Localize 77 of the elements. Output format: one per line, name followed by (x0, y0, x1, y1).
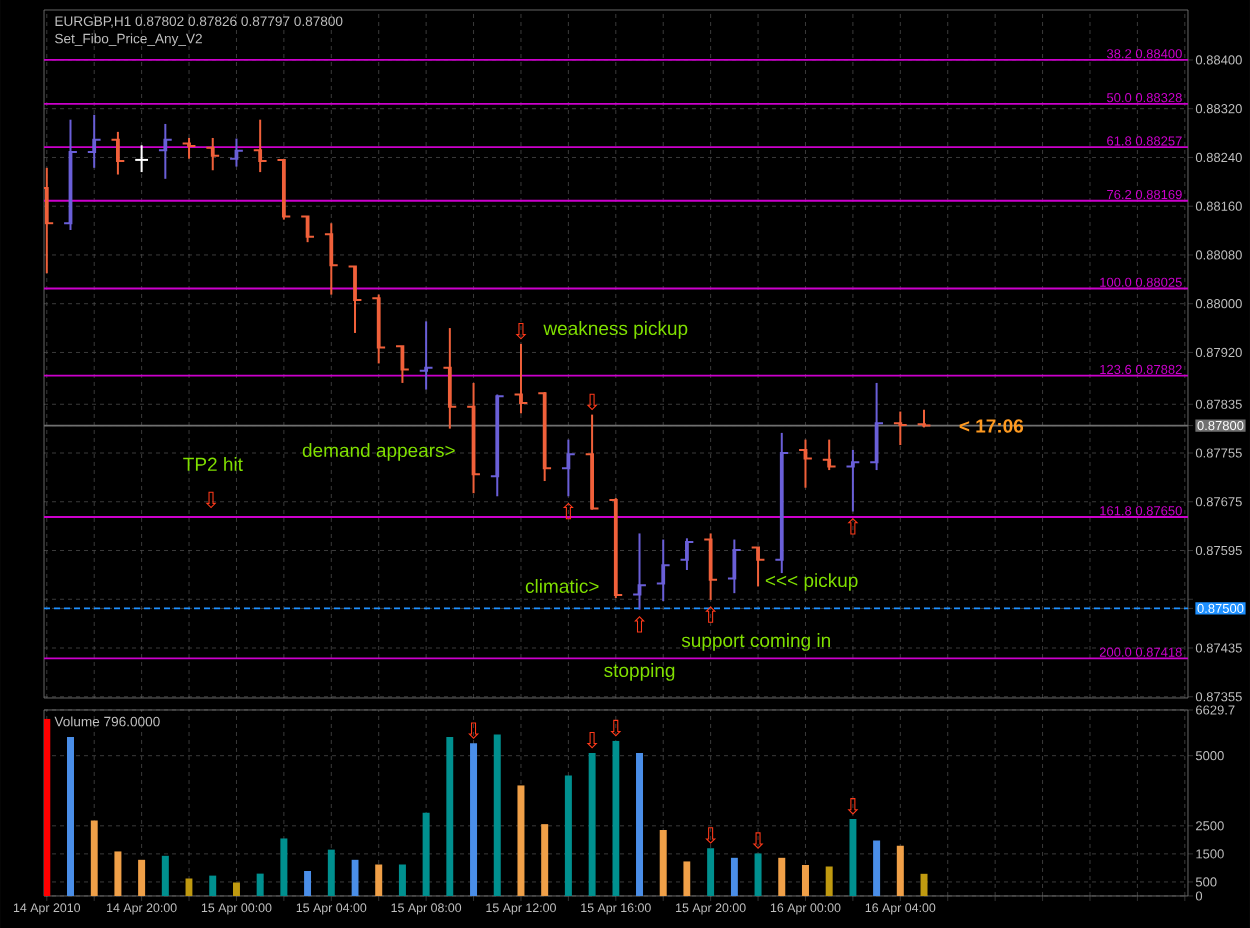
candlestick (870, 381, 883, 472)
bar (138, 859, 146, 896)
annotation: climatic> (525, 578, 599, 593)
bar (896, 845, 904, 896)
annotation: support coming in (681, 633, 830, 651)
bar (493, 734, 501, 896)
annotation: ⇧ (634, 616, 645, 633)
bar (398, 864, 406, 896)
candlestick (87, 113, 101, 169)
bar (564, 775, 572, 896)
annotation: demand appears> (302, 443, 455, 461)
bar (209, 875, 217, 896)
annotation: ⇩ (586, 731, 598, 749)
bar (517, 785, 525, 896)
candlestick (751, 546, 765, 588)
bar (588, 752, 596, 896)
candlestick (182, 136, 196, 160)
annotation: <<< pickup (765, 573, 858, 591)
candlestick (253, 118, 267, 174)
bar (730, 857, 738, 896)
bar (825, 866, 833, 896)
annotation: weakness pickup (543, 321, 688, 339)
annotation: ⇧ (847, 517, 859, 535)
annotation: ⇩ (847, 798, 859, 815)
annotation: ⇩ (515, 322, 527, 340)
candlestick (727, 538, 741, 595)
annotation: ⇧ (562, 502, 574, 520)
candlestick (822, 438, 836, 472)
candlestick (656, 538, 670, 603)
bar (66, 736, 74, 896)
bar (256, 873, 264, 896)
bar (90, 820, 98, 896)
annotation: ⇧ (705, 606, 717, 623)
bar (422, 812, 430, 896)
bar (683, 861, 691, 896)
bar (541, 824, 549, 896)
bar (801, 865, 809, 896)
bar (375, 864, 383, 896)
bar (659, 830, 667, 896)
bar (636, 752, 644, 896)
candlestick (893, 410, 907, 447)
annotation: < 17:06 (959, 419, 1024, 433)
candlestick (158, 122, 172, 180)
candlestick (443, 327, 457, 430)
bar (873, 840, 881, 896)
bar (920, 873, 928, 896)
annotation: ⇩ (205, 491, 217, 509)
candlestick (561, 438, 575, 498)
annotation: ⇩ (752, 832, 764, 849)
candlestick (514, 342, 528, 415)
candlestick (324, 222, 338, 296)
bar (161, 855, 169, 896)
annotation: TP2 hit (183, 457, 243, 471)
bar (707, 848, 715, 896)
annotation: ⇩ (468, 722, 480, 739)
candlestick (704, 532, 718, 601)
candlestick (206, 136, 220, 172)
candlestick (846, 448, 860, 513)
candlestick (135, 144, 149, 174)
bar (754, 853, 762, 896)
bar (351, 859, 359, 896)
candlestick (419, 320, 433, 391)
bar (470, 743, 478, 896)
annotation: ⇩ (610, 719, 622, 737)
bar (304, 871, 312, 896)
bar (232, 882, 240, 896)
candlestick (111, 130, 125, 176)
bar (327, 849, 335, 896)
bar (446, 736, 454, 896)
candlestick (680, 537, 694, 571)
bar (778, 857, 786, 896)
annotation: ⇩ (705, 827, 717, 844)
bar (114, 851, 122, 896)
bar (280, 838, 288, 896)
annotation: ⇩ (586, 393, 598, 411)
annotation: stopping (604, 663, 675, 681)
candlestick (348, 265, 362, 334)
